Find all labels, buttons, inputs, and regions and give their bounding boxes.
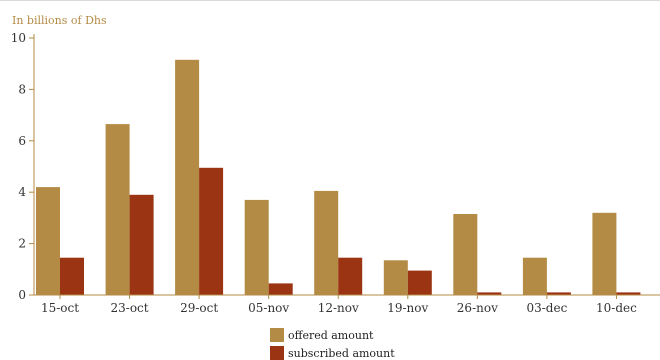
bar-offered-19-nov — [383, 260, 408, 295]
x-tick-label-23-oct: 23-oct — [111, 301, 149, 315]
bar-offered-10-dec — [592, 212, 617, 295]
y-tick-label-6: 6 — [18, 134, 26, 148]
y-tick-label-4: 4 — [18, 185, 26, 199]
bar-offered-03-dec — [522, 257, 547, 295]
x-tick-label-05-nov: 05-nov — [248, 301, 289, 315]
bar-subscribed-12-nov — [338, 257, 363, 295]
bar-offered-15-oct — [36, 187, 60, 295]
axes-layer: 0 2 4 6 8 10 15-oct 23-oct 29-oct 05-nov 12-nov 19-… — [11, 31, 660, 315]
legend-item-offered: offered amount — [270, 326, 395, 344]
bar-subscribed-19-nov — [407, 270, 432, 295]
bar-offered-26-nov — [453, 214, 478, 295]
bar-offered-12-nov — [314, 190, 339, 295]
y-tick-label-8: 8 — [18, 82, 26, 96]
legend-label-subscribed: subscribed amount — [288, 346, 395, 360]
bar-subscribed-29-oct — [199, 167, 224, 295]
bar-offered-05-nov — [244, 199, 269, 295]
top-divider — [0, 0, 660, 1]
bar-subscribed-15-oct — [60, 257, 84, 295]
legend-item-subscribed: subscribed amount — [270, 344, 395, 360]
x-tick-label-03-dec: 03-dec — [526, 301, 567, 315]
legend-label-offered: offered amount — [288, 328, 374, 342]
bar-subscribed-26-nov — [477, 292, 502, 295]
bars-layer — [36, 59, 641, 295]
x-tick-label-19-nov: 19-nov — [387, 301, 428, 315]
legend-swatch-subscribed — [270, 346, 284, 360]
legend: offered amount subscribed amount — [270, 326, 395, 360]
x-tick-label-15-oct: 15-oct — [41, 301, 79, 315]
bar-subscribed-23-oct — [129, 194, 154, 295]
x-tick-label-10-dec: 10-dec — [596, 301, 637, 315]
bar-subscribed-10-dec — [616, 292, 641, 295]
x-tick-label-26-nov: 26-nov — [457, 301, 498, 315]
y-tick-label-2: 2 — [18, 237, 26, 251]
bar-subscribed-03-dec — [546, 292, 571, 295]
y-tick-label-0: 0 — [18, 288, 26, 302]
bar-subscribed-05-nov — [268, 283, 293, 295]
bar-offered-23-oct — [105, 124, 130, 295]
x-tick-label-29-oct: 29-oct — [180, 301, 218, 315]
y-unit-label: In billions of Dhs — [12, 14, 107, 27]
x-tick-label-12-nov: 12-nov — [318, 301, 359, 315]
y-tick-label-10: 10 — [11, 31, 26, 45]
legend-swatch-offered — [270, 328, 284, 342]
bar-offered-29-oct — [175, 59, 200, 295]
